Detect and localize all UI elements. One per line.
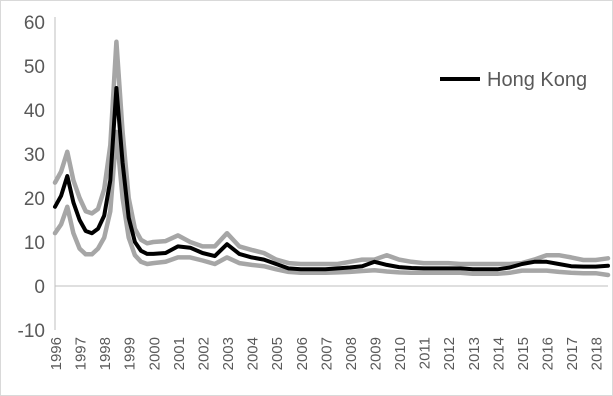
- y-tick-label: 10: [24, 233, 45, 254]
- x-tick-label: 2014: [490, 337, 507, 370]
- series-line-upper: [52, 39, 611, 267]
- x-tick-label: 2006: [294, 337, 311, 370]
- x-tick-label: 1999: [122, 337, 139, 370]
- series-line-lower: [52, 129, 611, 278]
- axes: [54, 17, 608, 330]
- y-tick-labels: -10 0 10 20 30 40 50 60: [18, 13, 45, 342]
- x-tick-label: 2000: [146, 337, 163, 370]
- y-tick-label: 60: [24, 13, 45, 34]
- x-tick-label: 2001: [171, 337, 188, 370]
- x-tick-label: 2012: [441, 337, 458, 370]
- x-tick-label: 2015: [515, 337, 532, 370]
- x-tick-labels: 1996 1997 1998 1999 2000 2001 2002 2003 2004 2005…: [48, 337, 606, 370]
- x-tick-label: 2016: [540, 337, 557, 370]
- y-tick-label: 50: [24, 57, 45, 78]
- y-tick-label: 30: [24, 145, 45, 166]
- plot-series: [52, 39, 611, 278]
- y-tick-label: 0: [34, 277, 45, 298]
- y-tick-label: -10: [18, 321, 45, 342]
- legend: Hong Kong: [440, 69, 587, 91]
- x-tick-label: 2018: [589, 337, 606, 370]
- x-tick-label: 2002: [196, 337, 213, 370]
- x-tick-label: 2010: [392, 337, 409, 370]
- x-tick-label: 2009: [368, 337, 385, 370]
- y-tick-label: 20: [24, 189, 45, 210]
- x-tick-label: 1998: [97, 337, 114, 370]
- x-tick-label: 2017: [564, 337, 581, 370]
- x-tick-label: 2004: [245, 337, 262, 370]
- y-tick-label: 40: [24, 101, 45, 122]
- series-line-main: [53, 86, 610, 272]
- x-tick-label: 2011: [417, 337, 434, 369]
- x-tick-label: 2007: [318, 337, 335, 370]
- x-tick-label: 1997: [73, 337, 90, 370]
- x-tick-label: 1996: [48, 337, 65, 370]
- x-tick-label: 2005: [269, 337, 286, 370]
- x-tick-label: 2003: [220, 337, 237, 370]
- legend-label-hong-kong: Hong Kong: [487, 69, 587, 91]
- x-tick-label: 2013: [466, 337, 483, 370]
- x-tick-label: 2008: [343, 337, 360, 370]
